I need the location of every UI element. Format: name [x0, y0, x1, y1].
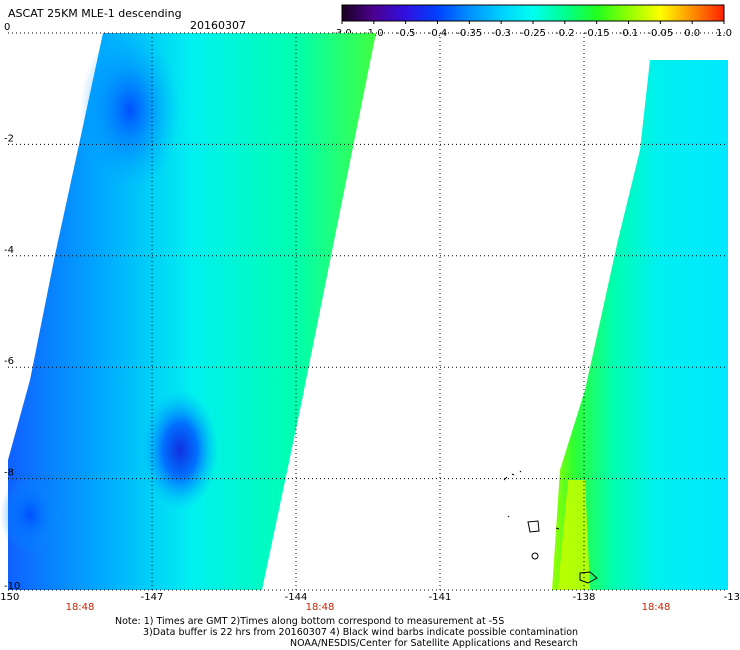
- x-tick-label: -150: [0, 592, 19, 603]
- colorbar-label: -0.35: [456, 28, 482, 39]
- yellow-region: [558, 480, 590, 590]
- lower-left-blue-region: [0, 475, 60, 555]
- grid-lines: [8, 32, 728, 591]
- time-labels: 18:48 18:48 18:48: [66, 602, 671, 613]
- island-c: [579, 571, 598, 584]
- colorbar-label: -0.5: [396, 28, 416, 39]
- islands: [503, 470, 598, 584]
- x-tick-label: -144: [285, 592, 308, 603]
- x-axis-labels: -150 -147 -144 -141 -138 -13: [0, 592, 740, 603]
- time-label: 18:48: [642, 602, 671, 613]
- x-tick-label: -138: [573, 592, 596, 603]
- y-tick-label: 0: [4, 22, 10, 33]
- upper-blue-region: [80, 30, 180, 190]
- right-swath: [552, 60, 728, 590]
- x-tick-label: -147: [141, 592, 164, 603]
- low-wind-blob: [142, 390, 218, 510]
- x-tick-label: -13: [724, 592, 740, 603]
- map-title: ASCAT 25KM MLE-1 descending: [8, 7, 182, 20]
- colorbar-label: -0.3: [491, 28, 511, 39]
- island-d: [503, 470, 560, 530]
- y-axis-labels: 0 -2 -4 -6 -8 -10: [4, 22, 20, 592]
- island-b: [531, 552, 539, 560]
- y-tick-label: -8: [4, 468, 14, 479]
- y-tick-label: -10: [4, 581, 20, 592]
- y-tick-label: -2: [4, 133, 14, 144]
- time-label: 18:48: [306, 602, 335, 613]
- time-label: 18:48: [66, 602, 95, 613]
- credit-line: NOAA/NESDIS/Center for Satellite Applica…: [290, 638, 578, 649]
- colorbar-label: -0.4: [428, 28, 448, 39]
- y-tick-label: -6: [4, 356, 14, 367]
- x-tick-label: -141: [429, 592, 452, 603]
- note-line-1: Note: 1) Times are GMT 2)Times along bot…: [115, 616, 505, 627]
- note-line-2: 3)Data buffer is 22 hrs from 20160307 4)…: [143, 627, 579, 638]
- map-date: 20160307: [190, 19, 246, 32]
- island-a: [527, 520, 540, 533]
- y-tick-label: -4: [4, 245, 14, 256]
